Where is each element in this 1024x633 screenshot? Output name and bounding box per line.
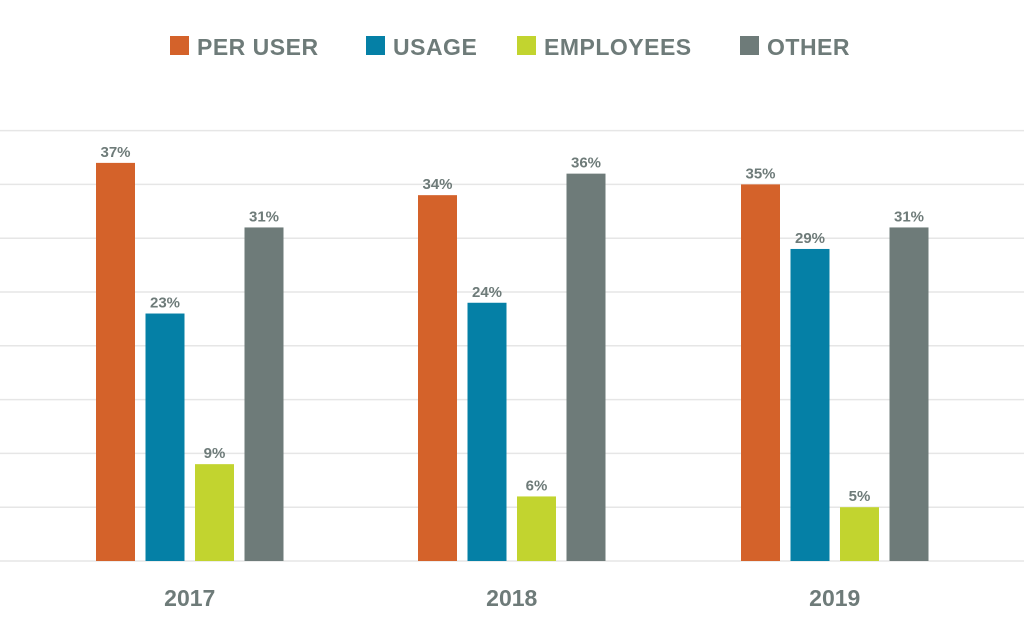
- x-tick-label-2018: 2018: [486, 585, 537, 611]
- bar-employees-2019: [840, 507, 879, 561]
- bar-usage-2017: [145, 313, 185, 561]
- legend-label-per-user: PER USER: [197, 34, 319, 60]
- data-labels: 37% 23% 9% 31% 34% 24% 6% 36% 35% 29% 5% 31%: [100, 144, 924, 505]
- data-label-other-2019: 31%: [894, 208, 924, 225]
- bar-usage-2019: [790, 248, 830, 561]
- bar-other-2017: [244, 227, 284, 561]
- x-axis: 2017 2018 2019: [164, 585, 860, 611]
- bar-per-user-2019: [741, 184, 780, 561]
- legend-swatch-per-user: [170, 36, 189, 55]
- legend-swatch-employees: [517, 36, 536, 55]
- data-label-employees-2017: 9%: [204, 445, 226, 462]
- legend-label-usage: USAGE: [393, 34, 477, 60]
- data-label-usage-2018: 24%: [472, 284, 502, 301]
- data-label-per-user-2017: 37%: [100, 144, 130, 161]
- bar-employees-2018: [517, 496, 556, 561]
- bar-per-user-2018: [418, 195, 457, 561]
- data-label-employees-2019: 5%: [849, 488, 871, 505]
- data-label-other-2018: 36%: [571, 155, 601, 172]
- data-label-usage-2019: 29%: [795, 230, 825, 247]
- bars: [96, 162, 929, 561]
- x-tick-label-2017: 2017: [164, 585, 215, 611]
- data-label-employees-2018: 6%: [526, 477, 548, 494]
- legend-swatch-usage: [366, 36, 385, 55]
- legend-label-other: OTHER: [767, 34, 850, 60]
- data-label-per-user-2019: 35%: [745, 165, 775, 182]
- bar-per-user-2017: [96, 162, 135, 561]
- legend-label-employees: EMPLOYEES: [544, 34, 692, 60]
- bar-other-2019: [889, 227, 929, 561]
- legend: PER USER USAGE EMPLOYEES OTHER: [170, 34, 850, 60]
- x-tick-label-2019: 2019: [809, 585, 860, 611]
- bar-usage-2018: [467, 302, 507, 561]
- data-label-usage-2017: 23%: [150, 295, 180, 312]
- bar-employees-2017: [195, 464, 234, 561]
- data-label-other-2017: 31%: [249, 208, 279, 225]
- legend-swatch-other: [740, 36, 759, 55]
- data-label-per-user-2018: 34%: [422, 176, 452, 193]
- bar-other-2018: [566, 173, 606, 561]
